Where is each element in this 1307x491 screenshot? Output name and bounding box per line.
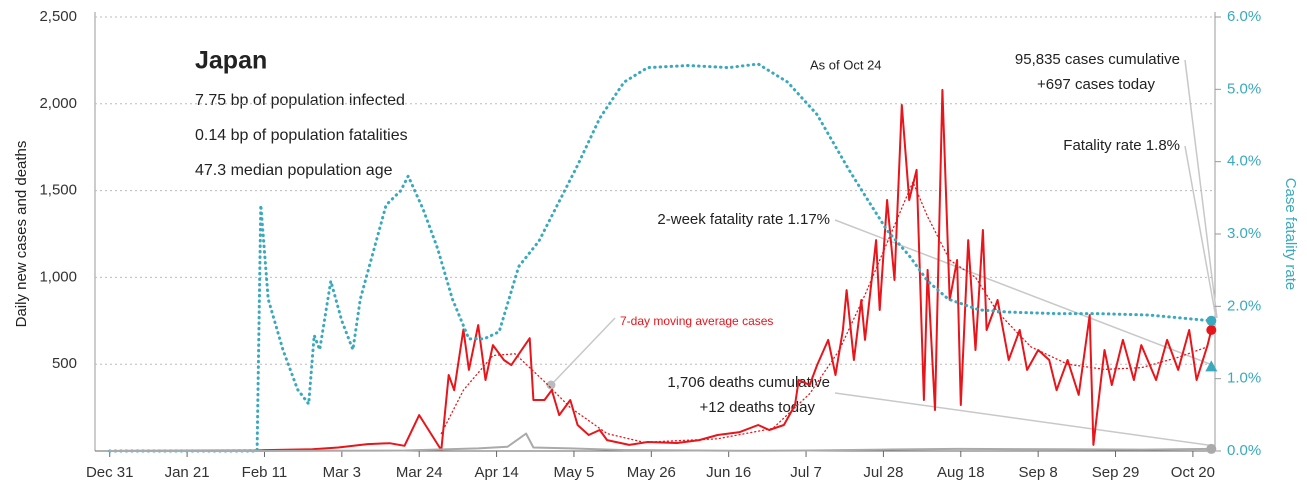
leader-line <box>1184 145 1217 319</box>
annotation: +697 cases today <box>1037 76 1156 93</box>
x-tick-label: Oct 20 <box>1171 464 1215 481</box>
x-tick-label: May 26 <box>627 464 676 481</box>
x-tick-label: Jun 16 <box>706 464 751 481</box>
two-week-rate-marker <box>1205 360 1218 372</box>
x-tick-label: Mar 3 <box>323 464 361 481</box>
y-tick-label: 1,500 <box>39 182 77 199</box>
annotation: 95,835 cases cumulative <box>1015 51 1180 68</box>
series-line <box>108 88 1213 452</box>
leader-line <box>550 317 616 386</box>
series-line <box>440 181 1209 443</box>
x-tick-label: Apr 14 <box>474 464 518 481</box>
y2-tick-label: 0.0% <box>1227 442 1261 459</box>
y2-tick-label: 6.0% <box>1227 8 1261 25</box>
x-tick-label: Mar 24 <box>396 464 443 481</box>
annotation: 1,706 deaths cumulative <box>667 374 830 391</box>
y2-axis-title: Case fatality rate <box>1282 178 1299 291</box>
series-line <box>108 432 1213 452</box>
series-line <box>108 62 1213 453</box>
x-tick-label: Jul 7 <box>790 464 822 481</box>
y2-tick-label: 1.0% <box>1227 370 1261 387</box>
y-tick-label: 2,000 <box>39 95 77 112</box>
info-line: 47.3 median population age <box>195 162 393 179</box>
y2-tick-label: 4.0% <box>1227 153 1261 170</box>
info-line: 0.14 bp of population fatalities <box>195 127 408 144</box>
y2-tick-label: 2.0% <box>1227 297 1261 314</box>
end-point <box>1206 325 1217 336</box>
annotation: 7-day moving average cases <box>620 314 773 328</box>
x-tick-label: Sep 8 <box>1019 464 1058 481</box>
x-tick-label: Jul 28 <box>863 464 903 481</box>
annotation: 2-week fatality rate 1.17% <box>657 211 830 228</box>
x-tick-label: Feb 11 <box>242 464 288 481</box>
y-axis-title: Daily new cases and deaths <box>13 141 30 328</box>
x-tick-label: May 5 <box>554 464 595 481</box>
y-tick-label: 500 <box>52 355 77 372</box>
as-of-note: As of Oct 24 <box>810 57 882 72</box>
end-point <box>1206 443 1217 454</box>
y2-tick-label: 5.0% <box>1227 80 1261 97</box>
chart-title: Japan <box>195 47 267 75</box>
annotation: Fatality rate 1.8% <box>1063 137 1180 154</box>
x-tick-label: Sep 29 <box>1092 464 1140 481</box>
leader-line <box>1184 59 1218 319</box>
info-line: 7.75 bp of population infected <box>195 92 405 109</box>
x-tick-label: Jan 21 <box>165 464 210 481</box>
y2-tick-label: 3.0% <box>1227 225 1261 242</box>
x-tick-label: Dec 31 <box>86 464 134 481</box>
callout-dot <box>546 380 556 390</box>
y-tick-label: 1,000 <box>39 268 77 285</box>
leader-line <box>834 392 1216 447</box>
end-point <box>1206 315 1217 326</box>
annotation: +12 deaths today <box>699 399 815 416</box>
x-tick-label: Aug 18 <box>937 464 985 481</box>
y-tick-label: 2,500 <box>39 8 77 25</box>
